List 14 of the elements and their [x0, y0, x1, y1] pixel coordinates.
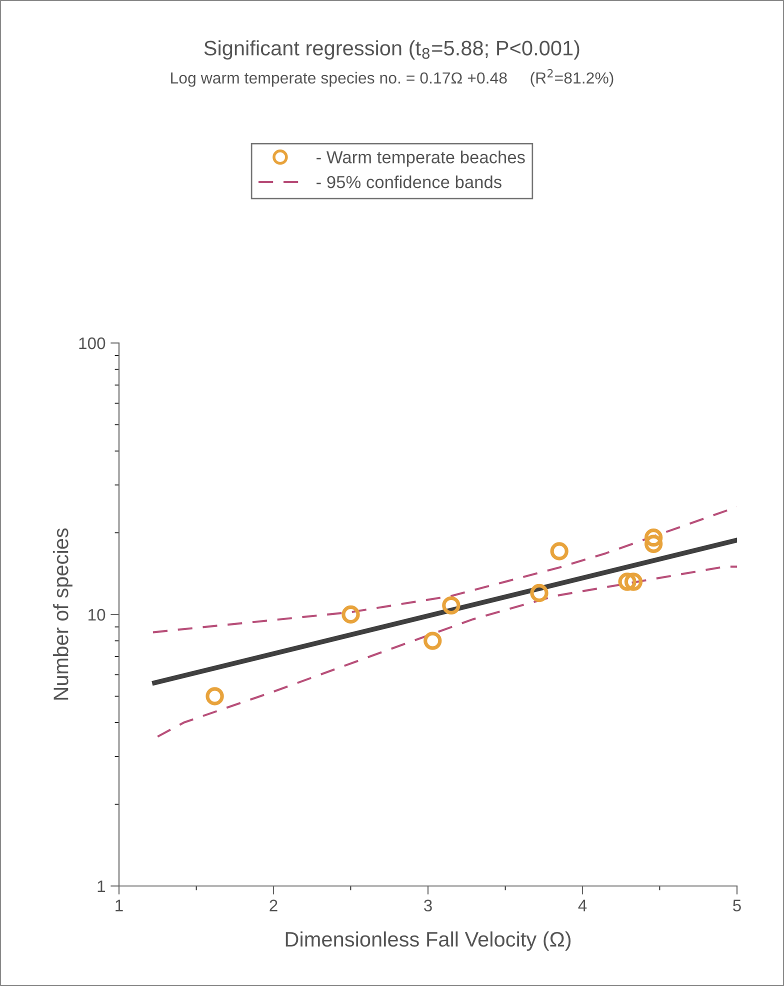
x-tick-label: 4	[578, 900, 587, 912]
x-axis-title: Dimensionless Fall Velocity (Ω)	[286, 931, 571, 951]
legend-label: - 95% confidence bands	[316, 175, 502, 188]
x-tick-label: 5	[733, 900, 741, 912]
y-tick-label: 100	[79, 337, 106, 350]
y-tick-label: 10	[88, 608, 106, 621]
x-tick-label: 1	[116, 900, 123, 912]
legend-label: - Warm temperate beaches	[316, 150, 525, 167]
y-tick-label: 1	[98, 880, 105, 892]
x-tick-label: 3	[424, 900, 432, 912]
chart-title: Significant regression (t$_{8}$=5.88; P<0.001)	[204, 40, 580, 60]
chart-subtitle: Log warm temperate species no. = 0.17Ω +0.48 (R$^{2}$=81.2%)	[171, 69, 614, 87]
y-axis-title: Number of species	[53, 528, 72, 700]
x-tick-label: 2	[270, 900, 278, 912]
